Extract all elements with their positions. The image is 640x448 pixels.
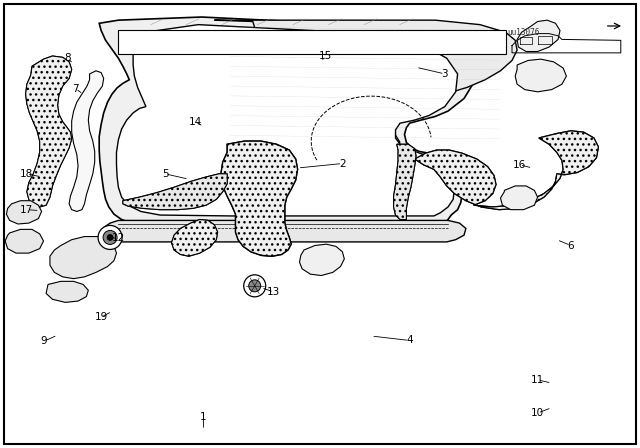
Text: 9: 9 bbox=[40, 336, 47, 346]
Text: 10: 10 bbox=[531, 408, 544, 418]
Text: 8: 8 bbox=[64, 53, 70, 63]
Text: 1: 1 bbox=[200, 412, 207, 422]
Text: 15: 15 bbox=[319, 51, 332, 61]
Text: 4: 4 bbox=[406, 336, 413, 345]
Text: 2: 2 bbox=[339, 159, 346, 168]
Text: 3: 3 bbox=[442, 69, 448, 79]
Circle shape bbox=[107, 234, 113, 241]
Polygon shape bbox=[123, 174, 227, 210]
Text: 18: 18 bbox=[20, 169, 33, 179]
Polygon shape bbox=[415, 131, 598, 210]
Polygon shape bbox=[6, 201, 42, 224]
Circle shape bbox=[98, 225, 122, 250]
Polygon shape bbox=[221, 141, 298, 256]
Polygon shape bbox=[214, 20, 517, 142]
Polygon shape bbox=[415, 131, 598, 210]
Polygon shape bbox=[394, 144, 416, 220]
Polygon shape bbox=[394, 144, 416, 220]
Polygon shape bbox=[515, 59, 566, 92]
Text: 7: 7 bbox=[72, 84, 79, 94]
Text: 11: 11 bbox=[531, 375, 544, 385]
Circle shape bbox=[249, 280, 260, 292]
Text: uu13076: uu13076 bbox=[507, 28, 540, 37]
Polygon shape bbox=[172, 220, 218, 256]
Text: 19: 19 bbox=[95, 312, 108, 322]
Text: 5: 5 bbox=[162, 169, 168, 179]
Text: 17: 17 bbox=[20, 205, 33, 215]
Text: 13: 13 bbox=[268, 287, 280, 297]
Text: 12: 12 bbox=[112, 233, 125, 243]
Polygon shape bbox=[123, 174, 227, 210]
Polygon shape bbox=[116, 25, 458, 216]
Polygon shape bbox=[69, 71, 104, 211]
Text: 14: 14 bbox=[189, 117, 202, 127]
Polygon shape bbox=[300, 244, 344, 276]
Polygon shape bbox=[221, 141, 298, 256]
Polygon shape bbox=[517, 20, 560, 52]
Polygon shape bbox=[26, 56, 72, 207]
Text: 16: 16 bbox=[513, 160, 526, 170]
Bar bbox=[118, 30, 506, 54]
Polygon shape bbox=[102, 220, 466, 242]
Circle shape bbox=[103, 230, 117, 245]
Circle shape bbox=[244, 275, 266, 297]
Polygon shape bbox=[26, 56, 72, 207]
Polygon shape bbox=[46, 281, 88, 302]
Polygon shape bbox=[172, 220, 218, 256]
Polygon shape bbox=[99, 17, 474, 228]
Polygon shape bbox=[500, 186, 538, 210]
Polygon shape bbox=[50, 237, 116, 279]
Text: 6: 6 bbox=[568, 241, 574, 250]
Polygon shape bbox=[5, 229, 44, 253]
